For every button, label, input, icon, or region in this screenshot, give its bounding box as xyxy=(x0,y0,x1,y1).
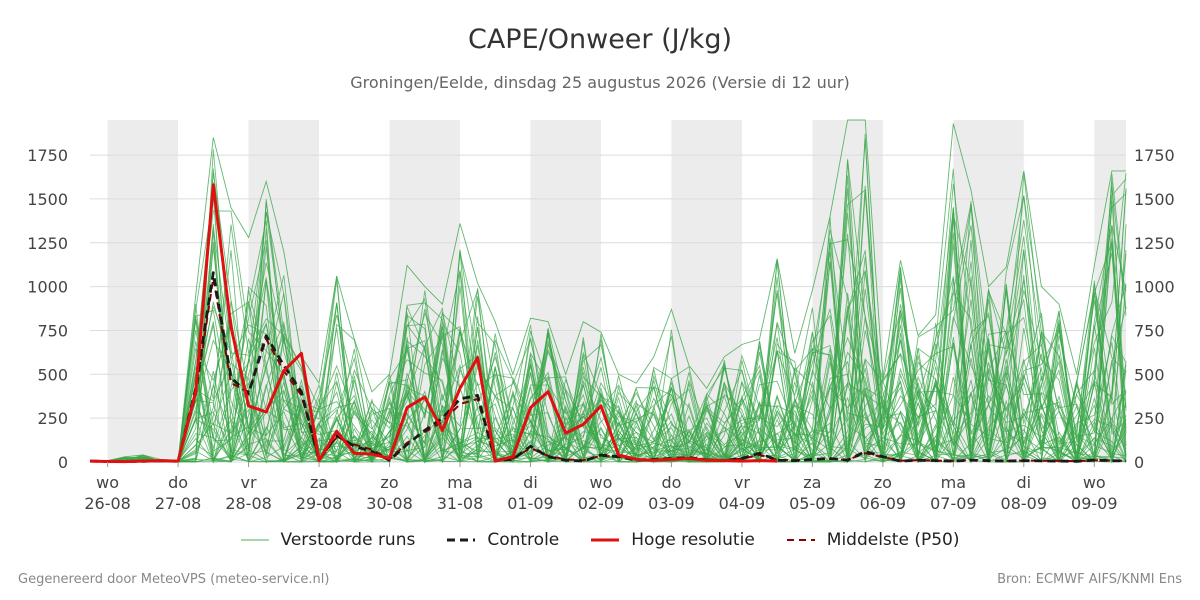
x-tick-day-12: ma xyxy=(941,473,966,492)
x-axis: wo 26-08 do 27-08 vr 28-08 za 29-08 zo 30-08 ma 31-… xyxy=(84,462,1118,513)
y-tick-right-0: 0 xyxy=(1134,453,1144,472)
x-tick-date-13: 08-09 xyxy=(1001,494,1048,513)
ensemble-member-13 xyxy=(89,139,1127,463)
x-tick-day-3: za xyxy=(310,473,328,492)
legend-swatch-verstoorde-runs xyxy=(240,539,269,541)
y-tick-left-750: 750 xyxy=(37,321,68,340)
y-tick-right-1000: 1000 xyxy=(1134,278,1175,297)
legend-swatch-middelste xyxy=(786,539,815,541)
legend-item-hoge-resolutie[interactable]: Hoge resolutie xyxy=(591,530,755,550)
ensemble-member-40 xyxy=(89,239,1127,464)
weekend-band-0 xyxy=(107,120,179,462)
y-tick-left-500: 500 xyxy=(37,365,68,384)
line-controle xyxy=(89,271,1127,464)
legend-item-verstoorde-runs[interactable]: Verstoorde runs xyxy=(240,530,416,550)
y-tick-right-1500: 1500 xyxy=(1134,190,1175,209)
x-tick-date-4: 30-08 xyxy=(366,494,413,513)
y-tick-right-1750: 1750 xyxy=(1134,146,1175,165)
x-tick-day-14: wo xyxy=(1083,473,1106,492)
x-tick-day-0: wo xyxy=(96,473,119,492)
chart-title: CAPE/Onweer (J/kg) xyxy=(467,24,732,55)
ensemble-member-46 xyxy=(89,207,1127,464)
line-hoge-resolutie xyxy=(89,183,778,464)
ensemble-member-42 xyxy=(89,193,1127,464)
ensemble-member-10 xyxy=(89,225,1127,463)
legend-label-verstoorde-runs: Verstoorde runs xyxy=(280,530,416,550)
x-tick-day-8: do xyxy=(661,473,681,492)
y-axis-right: 0 250 500 750 1000 1250 1500 1750 xyxy=(1134,146,1175,472)
footer-source: Bron: ECMWF AIFS/KNMI Ens xyxy=(997,572,1182,587)
legend-label-hoge-resolutie: Hoge resolutie xyxy=(631,530,755,550)
ensemble-member-17 xyxy=(89,233,1127,463)
legend-label-controle: Controle xyxy=(487,530,560,550)
legend-swatch-controle xyxy=(447,538,476,542)
ensemble-member-44 xyxy=(89,212,1127,464)
x-tick-date-12: 07-09 xyxy=(930,494,977,513)
x-tick-date-10: 05-09 xyxy=(789,494,836,513)
x-tick-date-11: 06-09 xyxy=(860,494,907,513)
x-tick-day-6: di xyxy=(523,473,538,492)
y-axis-left: 0 250 500 750 1000 1250 1500 1750 xyxy=(27,146,68,472)
x-tick-day-5: ma xyxy=(447,473,472,492)
legend-item-controle[interactable]: Controle xyxy=(447,530,559,550)
x-tick-date-3: 29-08 xyxy=(296,494,343,513)
legend-item-middelste[interactable]: Middelste (P50) xyxy=(786,530,960,550)
x-tick-date-1: 27-08 xyxy=(155,494,202,513)
y-tick-left-1000: 1000 xyxy=(27,278,68,297)
x-tick-date-2: 28-08 xyxy=(225,494,272,513)
y-tick-left-0: 0 xyxy=(58,453,68,472)
x-tick-date-9: 04-09 xyxy=(719,494,766,513)
ensemble-member-39 xyxy=(89,168,1127,463)
x-tick-date-0: 26-08 xyxy=(84,494,131,513)
legend-swatch-hoge-resolutie xyxy=(591,538,620,542)
y-tick-right-750: 750 xyxy=(1134,321,1165,340)
y-tick-left-1500: 1500 xyxy=(27,190,68,209)
y-tick-right-1250: 1250 xyxy=(1134,234,1175,253)
ensemble-member-47 xyxy=(89,188,1127,464)
x-tick-day-13: di xyxy=(1017,473,1032,492)
x-tick-date-14: 09-09 xyxy=(1071,494,1118,513)
x-tick-date-7: 02-09 xyxy=(578,494,625,513)
x-tick-day-1: do xyxy=(168,473,188,492)
x-tick-date-6: 01-09 xyxy=(507,494,554,513)
x-tick-day-9: vr xyxy=(734,473,750,492)
x-tick-date-5: 31-08 xyxy=(437,494,484,513)
x-tick-day-11: zo xyxy=(874,473,892,492)
y-tick-left-1750: 1750 xyxy=(27,146,68,165)
legend[interactable]: Verstoorde runs Controle Hoge resolutie … xyxy=(0,530,1200,550)
ensemble-member-49 xyxy=(89,288,1127,463)
ensemble-member-30 xyxy=(89,225,1127,463)
y-tick-right-500: 500 xyxy=(1134,365,1165,384)
footer-generated-by: Gegenereerd door MeteoVPS (meteo-service… xyxy=(18,572,330,587)
y-tick-left-1250: 1250 xyxy=(27,234,68,253)
x-tick-day-10: za xyxy=(803,473,821,492)
ensemble-member-48 xyxy=(89,214,1127,463)
chart-subtitle: Groningen/Eelde, dinsdag 25 augustus 202… xyxy=(350,73,850,92)
y-tick-left-250: 250 xyxy=(37,409,68,428)
x-tick-date-8: 03-09 xyxy=(648,494,695,513)
x-tick-day-7: wo xyxy=(590,473,613,492)
legend-label-middelste: Middelste (P50) xyxy=(826,530,960,550)
ensemble-member-max xyxy=(89,119,1126,462)
y-tick-right-250: 250 xyxy=(1134,409,1165,428)
main-series xyxy=(89,183,1127,464)
x-tick-day-2: vr xyxy=(241,473,257,492)
x-tick-day-4: zo xyxy=(380,473,398,492)
